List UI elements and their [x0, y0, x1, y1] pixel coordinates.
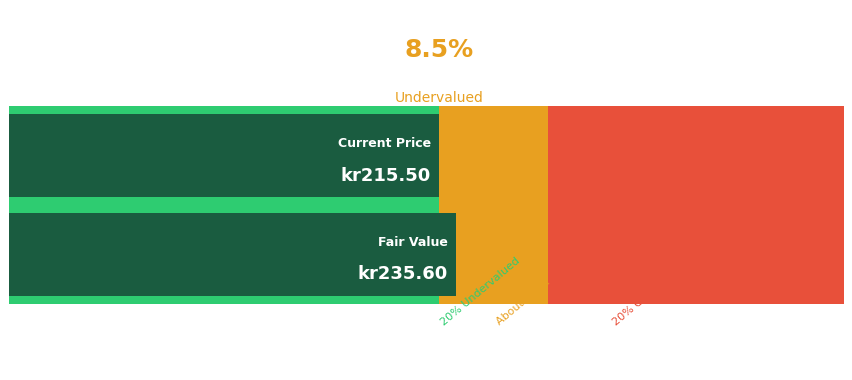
Text: 20% Undervalued: 20% Undervalued: [439, 256, 521, 328]
Text: About Right: About Right: [494, 277, 551, 328]
Text: Fair Value: Fair Value: [377, 236, 446, 249]
Bar: [9, 114, 439, 197]
Text: kr235.60: kr235.60: [357, 265, 446, 283]
Bar: [439, 106, 547, 304]
Text: Undervalued: Undervalued: [394, 91, 483, 105]
Text: 8.5%: 8.5%: [404, 38, 474, 62]
Text: 20% Overvalued: 20% Overvalued: [610, 260, 688, 328]
Bar: [9, 106, 439, 304]
Text: Current Price: Current Price: [337, 138, 430, 150]
Bar: [9, 213, 455, 296]
Text: kr215.50: kr215.50: [340, 166, 430, 185]
Bar: [547, 106, 843, 304]
